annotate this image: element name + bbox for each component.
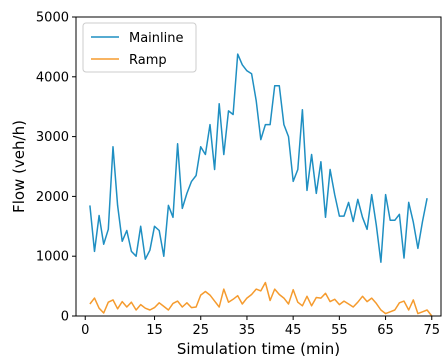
x-axis: 0 15 25 35 45 55 65 75 [81,316,440,338]
y-tick-label: 2000 [36,190,69,205]
series-line-ramp [89,281,433,317]
x-tick-label: 65 [377,323,394,338]
y-tick-label: 3000 [36,130,69,145]
plot-area: 0 15 25 35 45 55 65 75 0 1000 2000 3000 4000 5000 [36,11,442,338]
y-tick-label: 4000 [36,70,69,85]
legend-label-ramp: Ramp [129,53,167,68]
x-tick-label: 45 [285,323,302,338]
y-tick-label: 1000 [36,250,69,265]
y-axis: 0 1000 2000 3000 4000 5000 [36,11,76,325]
series-layer [89,53,433,317]
plot-frame [75,16,442,317]
x-tick-label: 0 [81,323,89,338]
y-tick-label: 0 [61,310,69,325]
y-axis-label: Flow (veh/h) [10,120,28,213]
x-tick-label: 55 [331,323,348,338]
series-line-mainline [89,53,428,263]
y-tick-label: 5000 [36,11,69,26]
x-tick-label: 35 [239,323,256,338]
x-axis-label: Simulation time (min) [177,340,340,358]
legend: Mainline Ramp [82,22,197,73]
x-tick-label: 15 [146,323,163,338]
x-tick-label: 25 [192,323,209,338]
legend-label-mainline: Mainline [129,31,184,46]
x-tick-label: 75 [423,323,440,338]
